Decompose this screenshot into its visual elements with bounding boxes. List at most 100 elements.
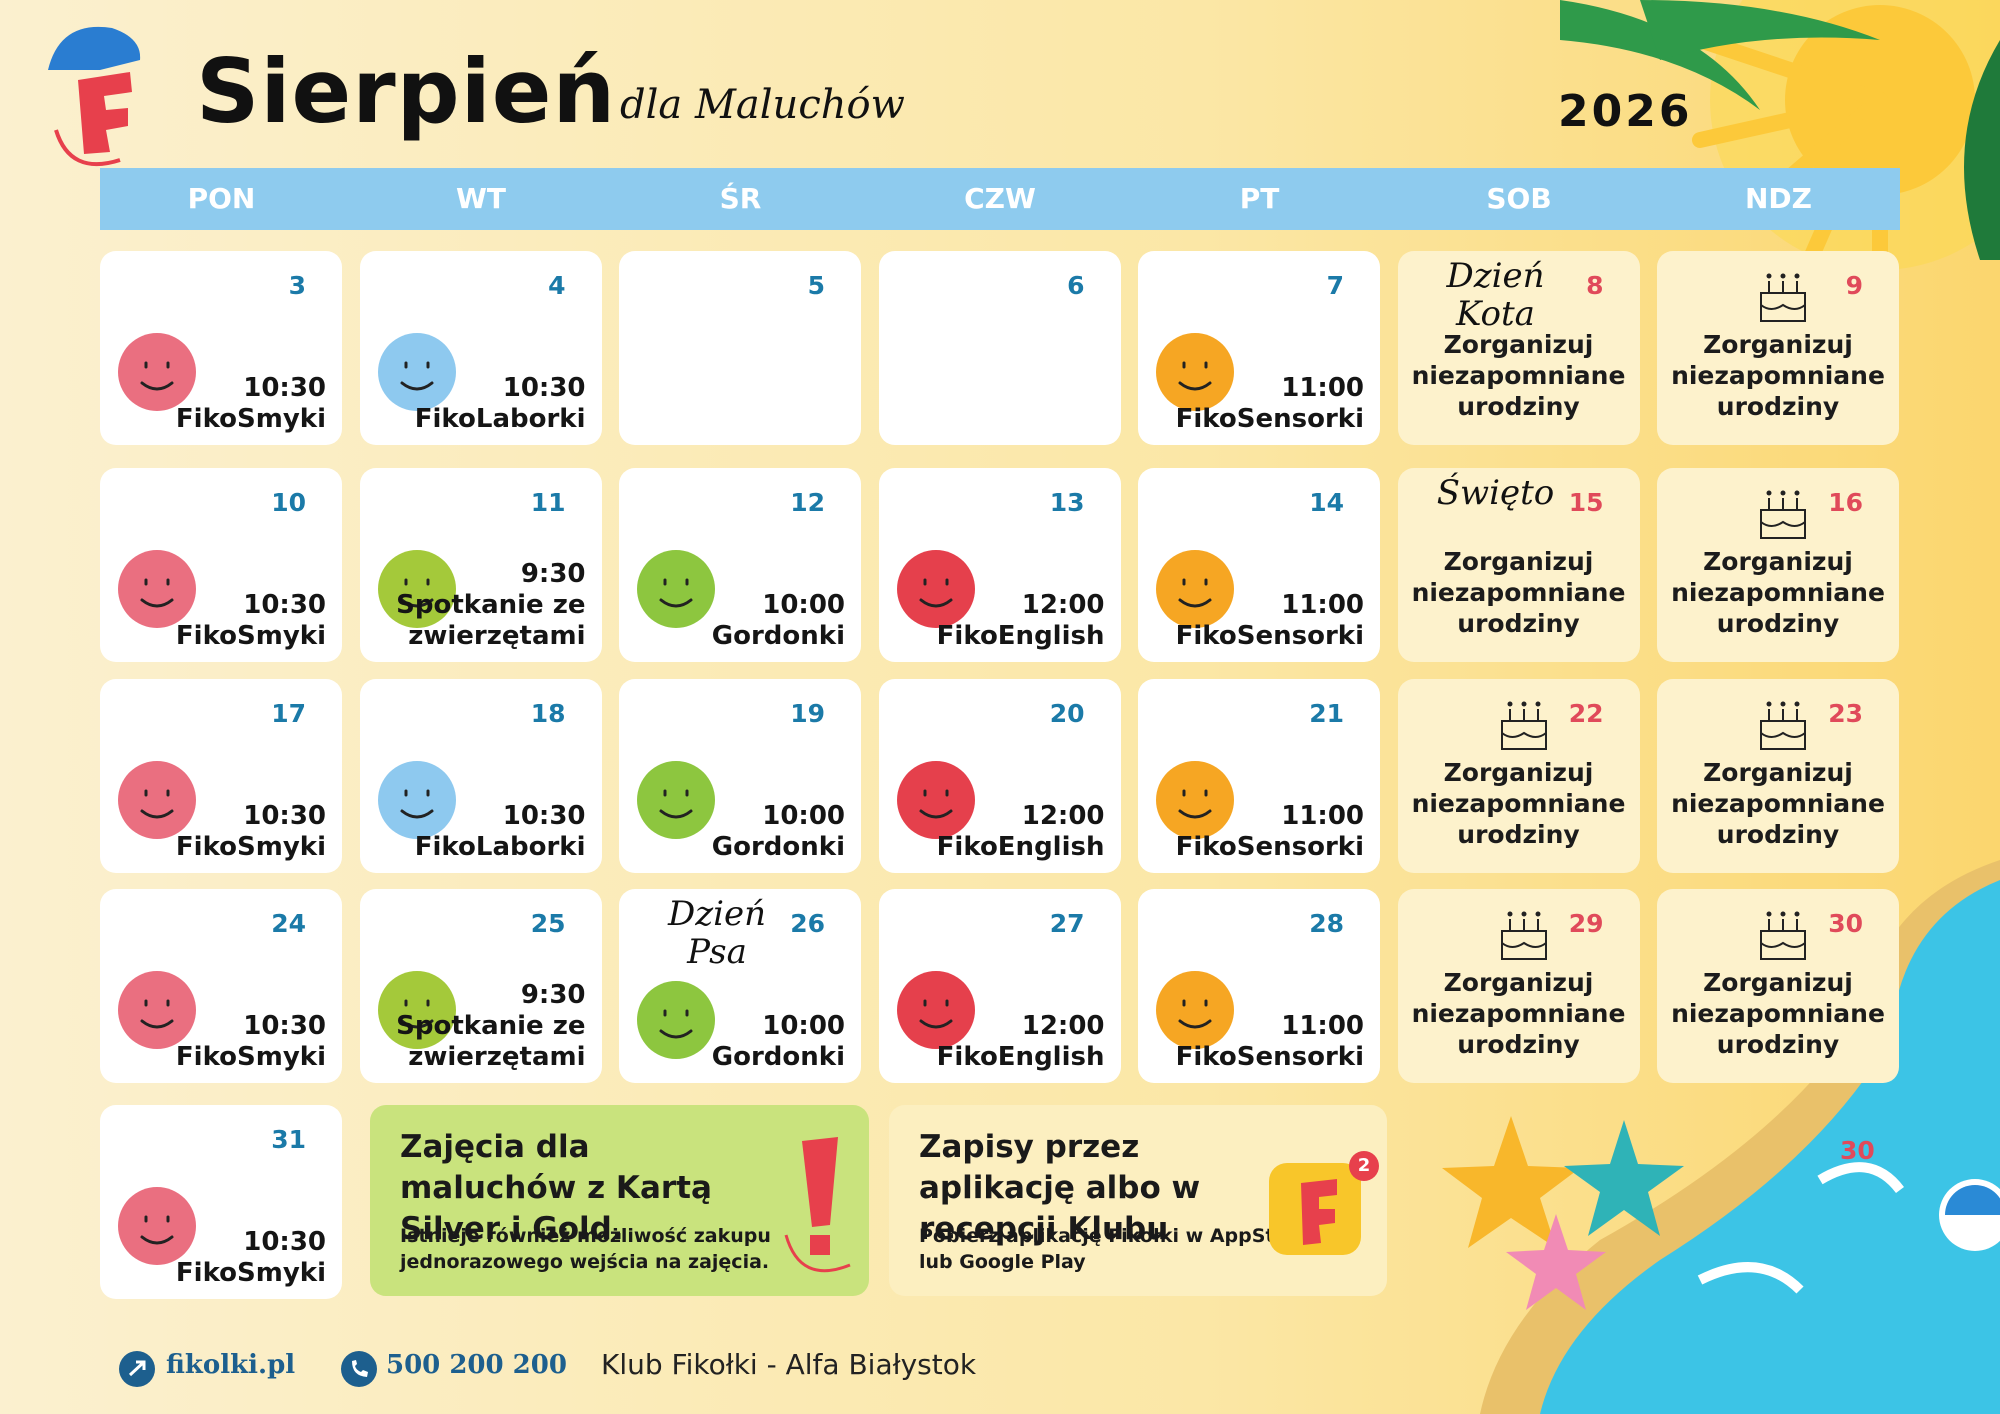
icon-glyph xyxy=(140,999,174,1029)
weekday-label: CZW xyxy=(964,182,1036,215)
palm-leaves xyxy=(1560,0,2000,260)
day-number: 31 xyxy=(271,1125,306,1154)
day-number: 29 xyxy=(1568,909,1604,938)
activity-time: 10:30 xyxy=(243,1011,326,1041)
activity-icon xyxy=(118,550,196,628)
activity: 10:00 Gordonki xyxy=(712,1011,845,1073)
activity-name: FikoEnglish xyxy=(936,621,1105,651)
day-cell: 20 12:00 FikoEnglish xyxy=(878,679,1121,873)
notice-title: Zajęcia dla maluchów z Kartą Silver i Go… xyxy=(400,1129,712,1247)
day-number: 3 xyxy=(288,271,306,300)
day-cell: 3 10:30 FikoSmyki xyxy=(100,251,342,445)
cake-shape xyxy=(1500,919,1547,960)
activity-icon xyxy=(896,971,975,1049)
icon-glyph xyxy=(1178,999,1212,1029)
activity: 9:30 Spotkanie ze zwierzętami xyxy=(376,559,586,652)
activity-icon xyxy=(637,981,715,1059)
cake-icon xyxy=(1760,490,1806,539)
logo xyxy=(48,26,141,167)
activity-time: 10:30 xyxy=(243,1227,326,1257)
website[interactable]: fikolki.pl xyxy=(166,1350,296,1380)
day-number: 13 xyxy=(1049,488,1085,517)
day-number: 19 xyxy=(790,699,825,728)
activity-icon xyxy=(1156,550,1234,628)
icon-circle xyxy=(896,550,975,628)
activity-name: FikoSmyki xyxy=(175,1042,326,1072)
cake-icon xyxy=(1760,701,1806,750)
day-number: 9 xyxy=(1845,271,1863,300)
cake-shape xyxy=(1760,498,1806,539)
day-cell: 7 11:00 FikoSensorki xyxy=(1138,251,1380,445)
day-number: 14 xyxy=(1309,488,1344,517)
weekday-label: WT xyxy=(456,182,506,215)
app-icon xyxy=(1269,1163,1361,1255)
year: 2026 xyxy=(1558,86,1693,137)
cake-icon xyxy=(1760,273,1806,322)
activity: 11:00 FikoSensorki xyxy=(1176,373,1364,435)
notice-title: Zapisy przez aplikację albo w recepcji K… xyxy=(919,1129,1201,1247)
cake-icon xyxy=(1500,701,1547,750)
candle-flame xyxy=(1766,273,1772,279)
birthday-offer: Zorganizuj niezapomniane urodziny xyxy=(1671,547,1885,638)
day-cell: 24 10:30 FikoSmyki xyxy=(100,889,342,1083)
activity-time: 9:30 xyxy=(520,980,586,1010)
activity-time: 10:00 xyxy=(762,1011,845,1041)
activity-time: 11:00 xyxy=(1281,1011,1364,1041)
icon-circle xyxy=(1156,761,1234,839)
icon-circle xyxy=(377,550,456,628)
title: Sierpień xyxy=(196,40,617,143)
icon-glyph xyxy=(1178,578,1212,608)
phone[interactable]: 500 200 200 xyxy=(386,1350,567,1380)
cake-shape xyxy=(1760,281,1806,322)
day-cell: 11 9:30 Spotkanie ze zwierzętami xyxy=(359,468,602,662)
day-number: 15 xyxy=(1568,488,1604,517)
day-number: 20 xyxy=(1049,699,1085,728)
day-cell: 18 10:30 FikoLaborki xyxy=(359,679,602,873)
day-number: 12 xyxy=(790,488,825,517)
icon-glyph xyxy=(659,1009,693,1039)
candle-flame xyxy=(1794,701,1800,707)
weekday-label: NDZ xyxy=(1745,182,1812,215)
activity-icon xyxy=(1156,971,1234,1049)
day-number: 7 xyxy=(1326,271,1344,300)
day-cell: 21 11:00 FikoSensorki xyxy=(1138,679,1380,873)
birthday-offer: Zorganizuj niezapomniane urodziny xyxy=(1411,330,1626,421)
activity-time: 9:30 xyxy=(520,559,586,589)
subtitle: dla Maluchów xyxy=(620,82,905,128)
day-cell: 14 11:00 FikoSensorki xyxy=(1138,468,1380,662)
cake-icon xyxy=(1500,911,1547,960)
activity-time: 12:00 xyxy=(1021,1011,1105,1041)
icon-circle xyxy=(1156,333,1234,411)
day-cell: 17 10:30 FikoSmyki xyxy=(100,679,342,873)
icon-circle xyxy=(118,550,196,628)
day-cell: 26 Dzień Psa 10:00 Gordonki xyxy=(619,889,861,1083)
weekday-bar xyxy=(100,168,1900,230)
activity-time: 10:00 xyxy=(762,801,845,831)
icon-glyph xyxy=(1178,789,1212,819)
candle-flame xyxy=(1794,273,1800,279)
birthday-offer: Zorganizuj niezapomniane urodziny xyxy=(1411,547,1626,638)
activity-icon xyxy=(1156,333,1234,411)
activity-name: Gordonki xyxy=(711,621,845,651)
notice-card: Zapisy przez aplikację albo w recepcji K… xyxy=(889,1105,1387,1296)
candle-flame xyxy=(1766,701,1772,707)
candle-flame xyxy=(1535,911,1540,917)
activity-icon xyxy=(118,971,196,1049)
day-number: 25 xyxy=(530,909,566,938)
cake-shape xyxy=(1760,709,1806,750)
icon-circle xyxy=(377,761,456,839)
activity-name: FikoSensorki xyxy=(1175,1042,1364,1072)
activity-name: Spotkanie ze zwierzętami xyxy=(396,1011,586,1072)
day-cell: 31 10:30 FikoSmyki xyxy=(100,1105,342,1299)
candle-flame xyxy=(1780,490,1786,496)
icon-glyph xyxy=(400,789,433,819)
activity-time: 11:00 xyxy=(1281,373,1364,403)
icon-glyph xyxy=(400,578,433,608)
activity-time: 11:00 xyxy=(1281,801,1364,831)
day-number: 22 xyxy=(1568,699,1604,728)
activity-name: FikoSmyki xyxy=(175,832,326,862)
candle-flame xyxy=(1535,701,1540,707)
day-cell: 28 11:00 FikoSensorki xyxy=(1138,889,1380,1083)
notice-body: Istnieje również możliwość zakupu jednor… xyxy=(400,1225,771,1273)
candle-flame xyxy=(1780,911,1786,917)
